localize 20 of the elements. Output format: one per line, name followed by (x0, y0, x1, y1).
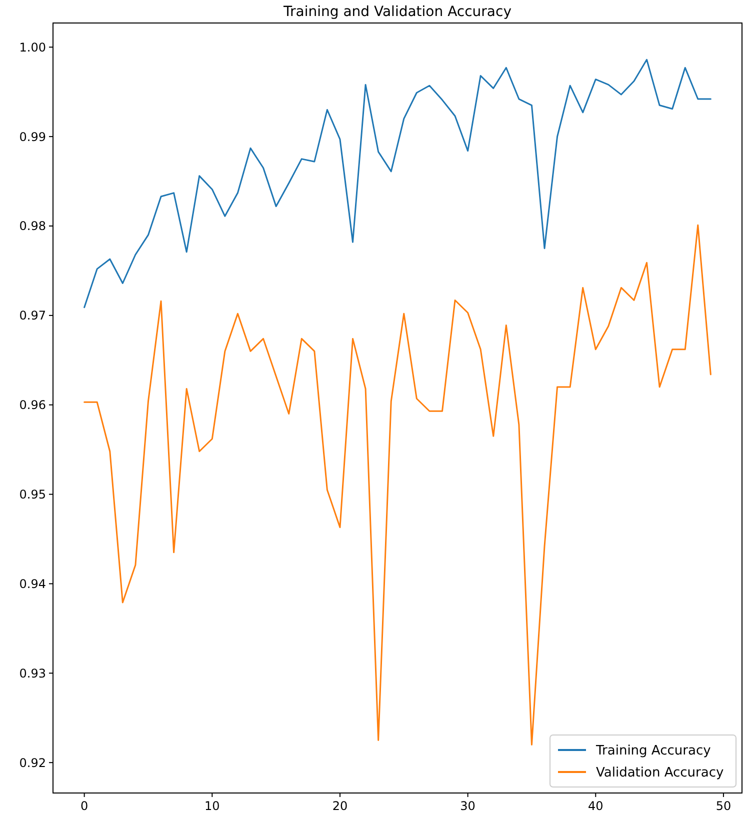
y-tick-label: 0.97 (19, 308, 46, 323)
y-tick-label: 0.96 (19, 398, 46, 412)
y-tick-label: 0.93 (19, 666, 46, 680)
x-tick-label: 0 (80, 799, 88, 813)
x-tick-label: 10 (204, 799, 220, 813)
x-tick-label: 20 (332, 799, 348, 813)
chart-title: Training and Validation Accuracy (282, 4, 512, 20)
x-tick-label: 40 (588, 799, 604, 813)
x-tick-label: 50 (716, 799, 732, 813)
line-series (84, 58, 712, 308)
legend-label: Validation Accuracy (596, 766, 724, 781)
y-tick-label: 0.94 (19, 576, 46, 591)
y-tick-label: 0.99 (19, 130, 46, 144)
y-tick-label: 0.98 (19, 219, 46, 234)
line-series (84, 224, 712, 746)
legend-label: Training Accuracy (595, 744, 712, 759)
y-tick-label: 1.00 (19, 40, 46, 54)
x-tick-label: 30 (460, 799, 476, 813)
y-tick-label: 0.95 (19, 488, 46, 502)
y-tick-label: 0.92 (19, 756, 46, 770)
